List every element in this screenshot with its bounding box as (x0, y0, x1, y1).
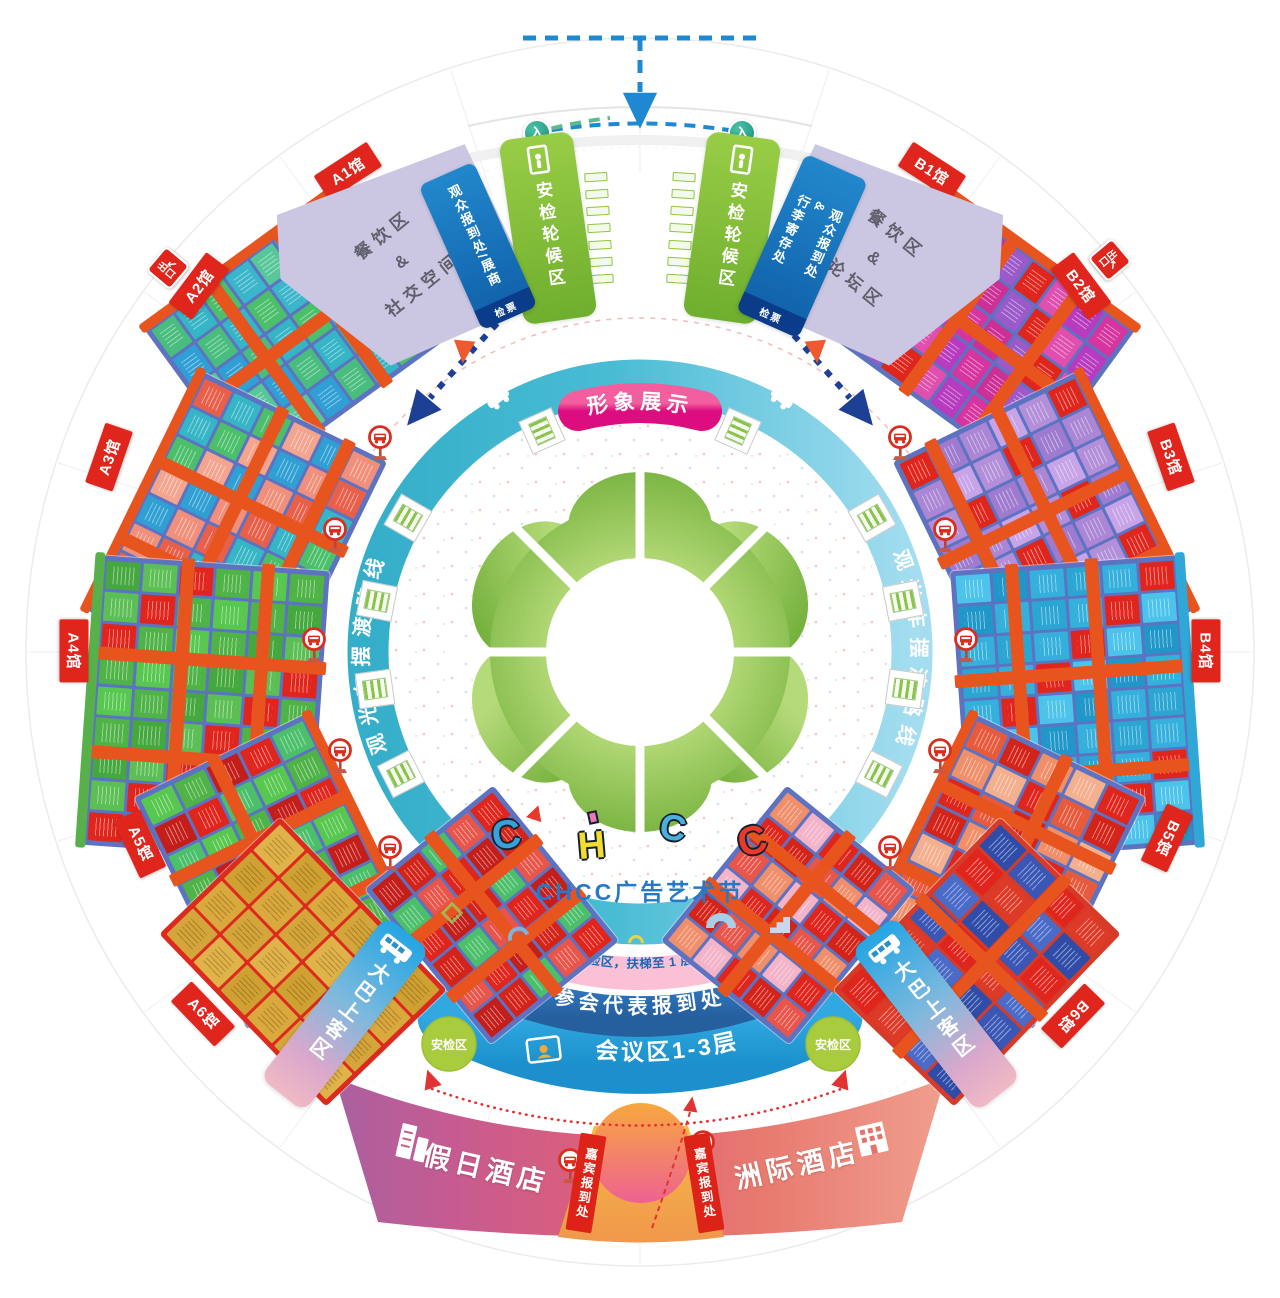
pavilion-booth-grid (863, 759, 895, 789)
queue-marker (666, 273, 690, 285)
queue-marker (671, 188, 695, 200)
booth-cell (139, 594, 176, 626)
exit-icon: 出口 ↖ (1087, 237, 1133, 283)
hall-label-A4: A4馆 (59, 619, 89, 683)
queue-marker (589, 256, 613, 268)
plaza-pavilion (854, 749, 903, 798)
queue-marker (667, 256, 691, 268)
booth-cell (1141, 592, 1178, 623)
shuttle-ring (347, 359, 933, 945)
hotel-approach-path (430, 1087, 843, 1127)
bus-stop-icon (886, 424, 914, 462)
booth-cell (213, 599, 249, 631)
queue-marker (588, 239, 612, 251)
bus-stop-icon (321, 516, 349, 554)
booth-cell (206, 693, 243, 725)
booth-cell (1037, 693, 1074, 725)
booth-cell (89, 780, 126, 812)
booth-cell (102, 592, 139, 623)
queue-marker (590, 273, 614, 285)
security-area-text-left: 安检区 (431, 1037, 467, 1052)
hall-label-A3: A3馆 (85, 422, 133, 492)
booth-cell (1139, 560, 1175, 592)
bus-stop-icon (366, 424, 394, 462)
bus-stop-icon (556, 1147, 584, 1185)
entrance-icon: 入 (728, 119, 756, 147)
queue-lane-markers (584, 171, 614, 285)
booth-cell (1111, 688, 1147, 720)
central-flower (450, 462, 830, 842)
booth-cell (1031, 599, 1067, 631)
pavilion-booth-grid (385, 759, 417, 789)
booth-cell (105, 560, 141, 592)
hall-label-B3: B3馆 (1147, 422, 1195, 492)
booth-cell (130, 720, 167, 751)
plaza-pavilion (885, 668, 926, 710)
pavilion-booth-grid (392, 503, 424, 533)
queue-marker (586, 205, 610, 217)
bus-stop-icon (376, 834, 404, 872)
booth-cell (141, 563, 178, 595)
queue-marker (670, 205, 694, 217)
booth-cell (1033, 631, 1070, 662)
booth-cell (94, 717, 130, 749)
hotel-left-icon (395, 1123, 429, 1163)
plaza-pavilion (376, 749, 426, 798)
booth-cell (96, 686, 133, 717)
conference-icon (525, 1035, 562, 1064)
entry-dashed-path (523, 35, 757, 135)
queue-marker (672, 171, 696, 183)
bus-stop-icon (926, 737, 954, 775)
hotel-roundabout (591, 1103, 691, 1203)
booth-cell (215, 568, 252, 600)
booth-cell (1102, 563, 1139, 595)
booth-cell (1104, 594, 1141, 626)
booth-cell (133, 688, 169, 720)
pavilion-booth-grid (889, 588, 917, 613)
plaza-pavilion (517, 407, 566, 455)
booth-cell (1113, 720, 1150, 751)
entrance-icon: 入 (523, 119, 551, 147)
booth-cell (1150, 717, 1186, 749)
queue-marker (669, 222, 693, 234)
pavilion-booth-grid (527, 415, 556, 446)
plaza-pavilion (354, 668, 395, 710)
bus-stop-icon (300, 626, 328, 664)
bus-stop-icon (876, 834, 904, 872)
plaza-pavilion (355, 579, 399, 622)
security-area-text-right: 安检区 (815, 1037, 851, 1052)
pavilion-booth-grid (856, 503, 888, 533)
queue-marker (585, 188, 609, 200)
booth-cell (1143, 623, 1180, 655)
bus-stop-icon (952, 626, 980, 664)
bus-stop-icon (326, 737, 354, 775)
plaza-pavilion (383, 493, 433, 543)
queue-marker (587, 222, 611, 234)
queue-marker (668, 239, 692, 251)
bus-stop-icon (931, 516, 959, 554)
booth-cell (1106, 626, 1143, 657)
hall-label-B4: B4馆 (1191, 619, 1221, 683)
hotel-right-icon (854, 1121, 889, 1157)
booth-cell (288, 573, 325, 605)
booth-cell (1028, 568, 1065, 600)
plaza-pavilion (714, 407, 763, 455)
pavilion-booth-grid (361, 677, 388, 701)
queue-marker (584, 171, 608, 183)
booth-cell (955, 573, 992, 605)
pavilion-booth-grid (892, 677, 919, 701)
queue-lane-markers (666, 171, 696, 285)
booth-cell (1147, 686, 1184, 717)
bus-stop-icon (689, 1129, 717, 1167)
pavilion-booth-grid (724, 415, 753, 446)
plaza-pavilion (881, 579, 925, 622)
pavilion-booth-grid (363, 588, 391, 613)
plaza-pavilion (847, 493, 897, 543)
image-display-banner (558, 383, 722, 431)
